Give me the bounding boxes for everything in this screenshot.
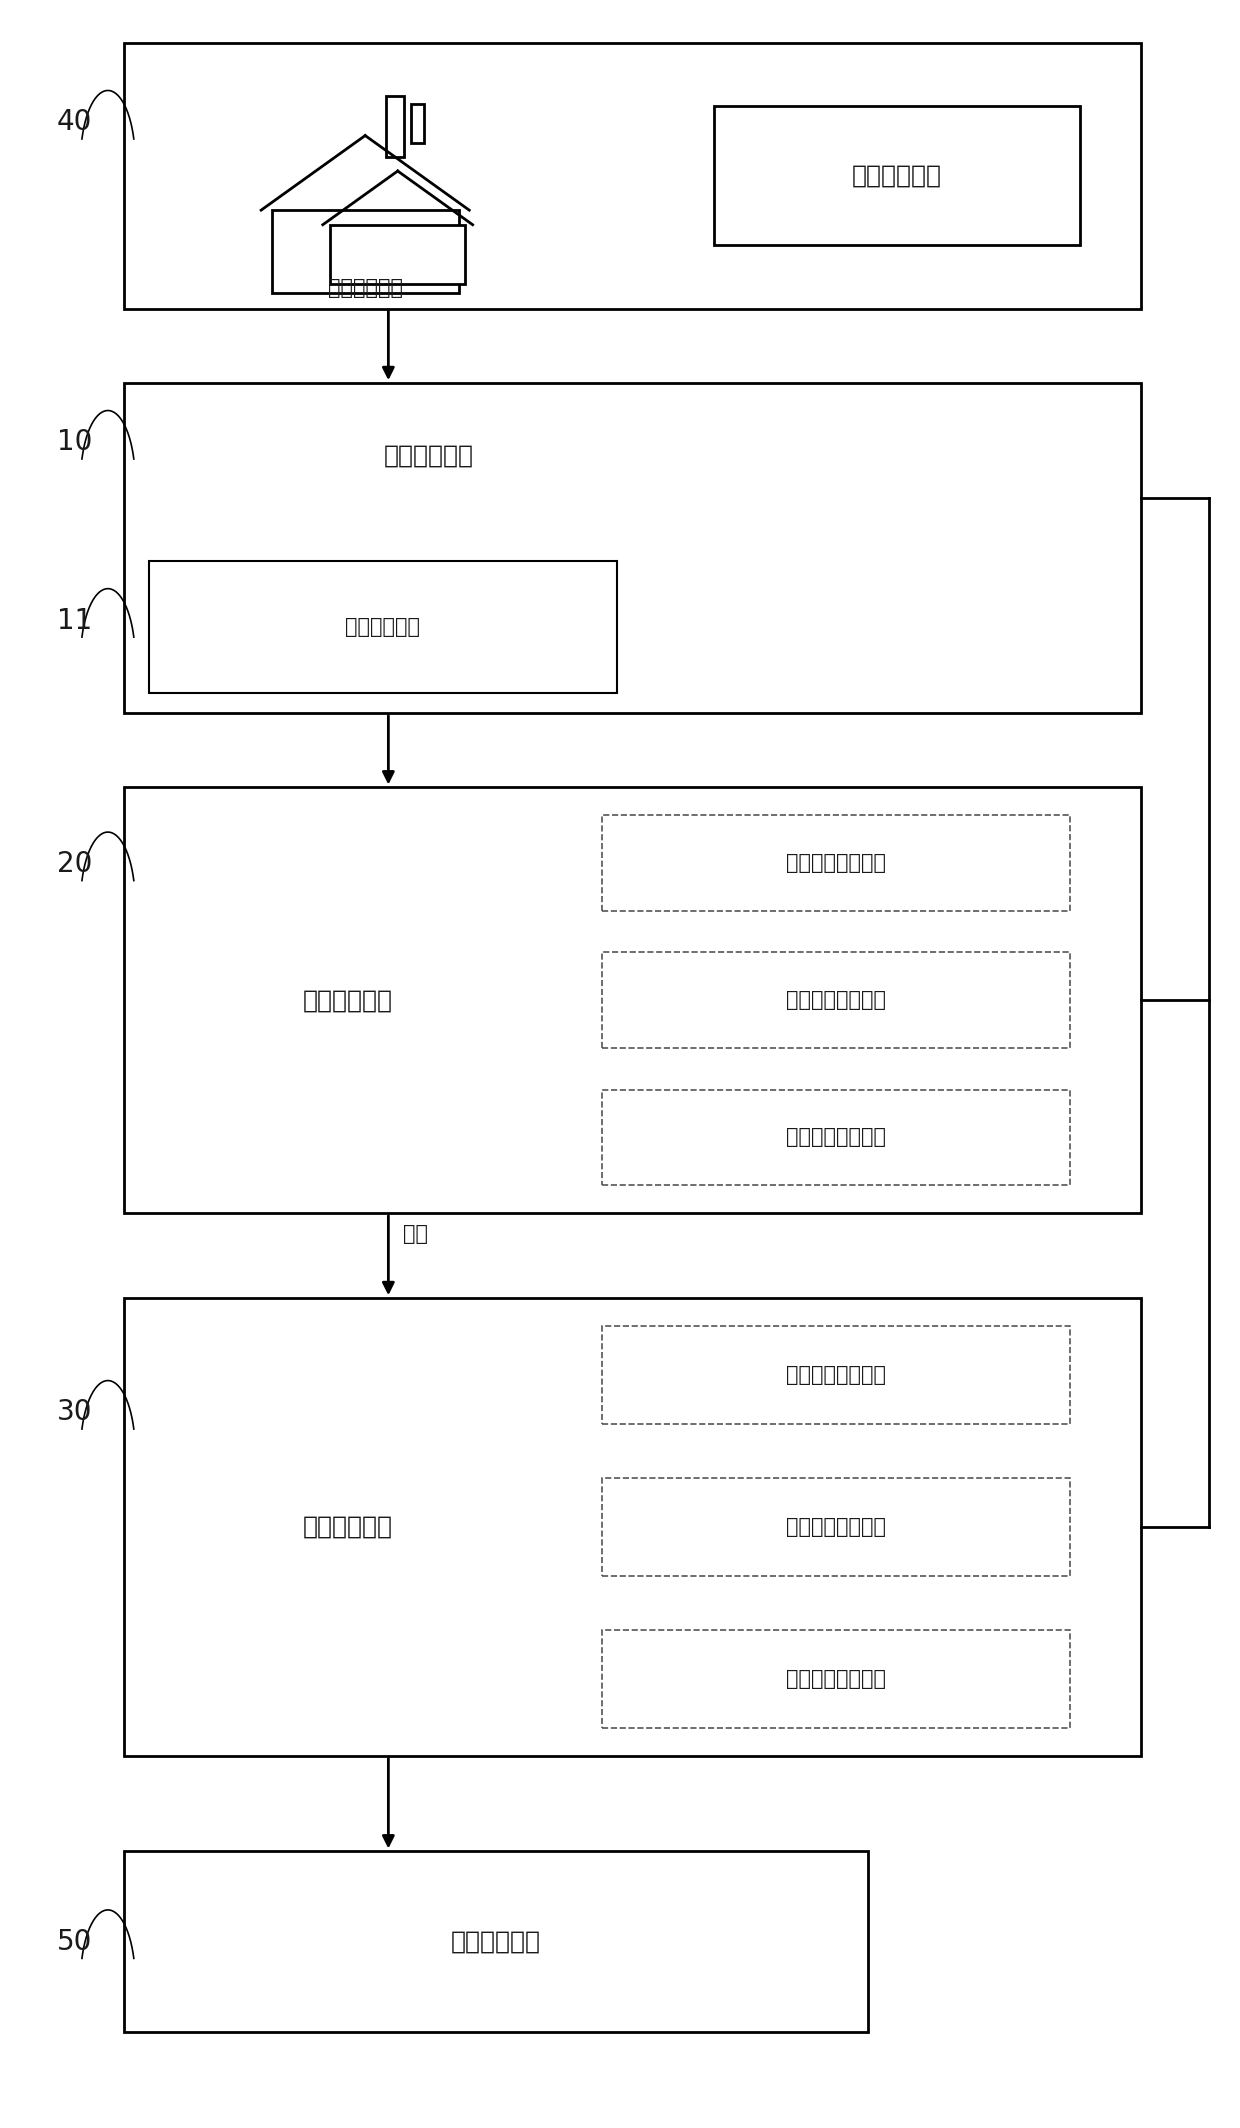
Bar bbox=[601, 1630, 1070, 1728]
Text: 50: 50 bbox=[57, 1928, 92, 1956]
Bar bbox=[601, 815, 1070, 911]
Text: 10: 10 bbox=[57, 428, 92, 455]
Bar bbox=[124, 43, 1141, 309]
Text: 藻类植栽单元: 藻类植栽单元 bbox=[303, 987, 393, 1013]
Bar bbox=[387, 96, 404, 157]
Text: 室内或室外植栽场: 室内或室外植栽场 bbox=[786, 853, 885, 872]
Bar bbox=[601, 1477, 1070, 1577]
Bar bbox=[601, 953, 1070, 1049]
Text: 11: 11 bbox=[57, 606, 92, 634]
Bar bbox=[149, 562, 616, 694]
Text: 气液混合装置: 气液混合装置 bbox=[345, 617, 420, 636]
Text: 30: 30 bbox=[57, 1398, 92, 1426]
Bar bbox=[601, 1326, 1070, 1424]
Bar bbox=[601, 1090, 1070, 1185]
Bar bbox=[124, 383, 1141, 713]
Text: 贝类养殖单元: 贝类养殖单元 bbox=[303, 1515, 393, 1539]
Bar bbox=[714, 106, 1080, 245]
Text: 室内或室外养殖场: 室内或室外养殖场 bbox=[786, 1517, 885, 1536]
Text: 废气排放系统: 废气排放系统 bbox=[852, 164, 941, 187]
Text: 室内或室外植栽场: 室内或室外植栽场 bbox=[786, 990, 885, 1011]
Text: 循环回水单元: 循环回水单元 bbox=[451, 1930, 541, 1954]
Bar bbox=[272, 211, 459, 294]
Bar bbox=[331, 226, 465, 285]
Bar bbox=[124, 1851, 868, 2032]
Bar bbox=[124, 1298, 1141, 1756]
Text: 40: 40 bbox=[57, 109, 92, 136]
Bar bbox=[124, 787, 1141, 1213]
Text: 室内或室外养殖场: 室内或室外养殖场 bbox=[786, 1364, 885, 1385]
Text: 工厂或发电厂: 工厂或发电厂 bbox=[327, 279, 403, 298]
Bar bbox=[410, 104, 424, 143]
Text: 废气处理单元: 废气处理单元 bbox=[384, 443, 474, 468]
Text: 室内或室外植栽场: 室内或室外植栽场 bbox=[786, 1128, 885, 1147]
Text: 20: 20 bbox=[57, 849, 92, 879]
Text: 室内或室外养殖场: 室内或室外养殖场 bbox=[786, 1668, 885, 1690]
Text: 饲料: 饲料 bbox=[403, 1224, 428, 1243]
